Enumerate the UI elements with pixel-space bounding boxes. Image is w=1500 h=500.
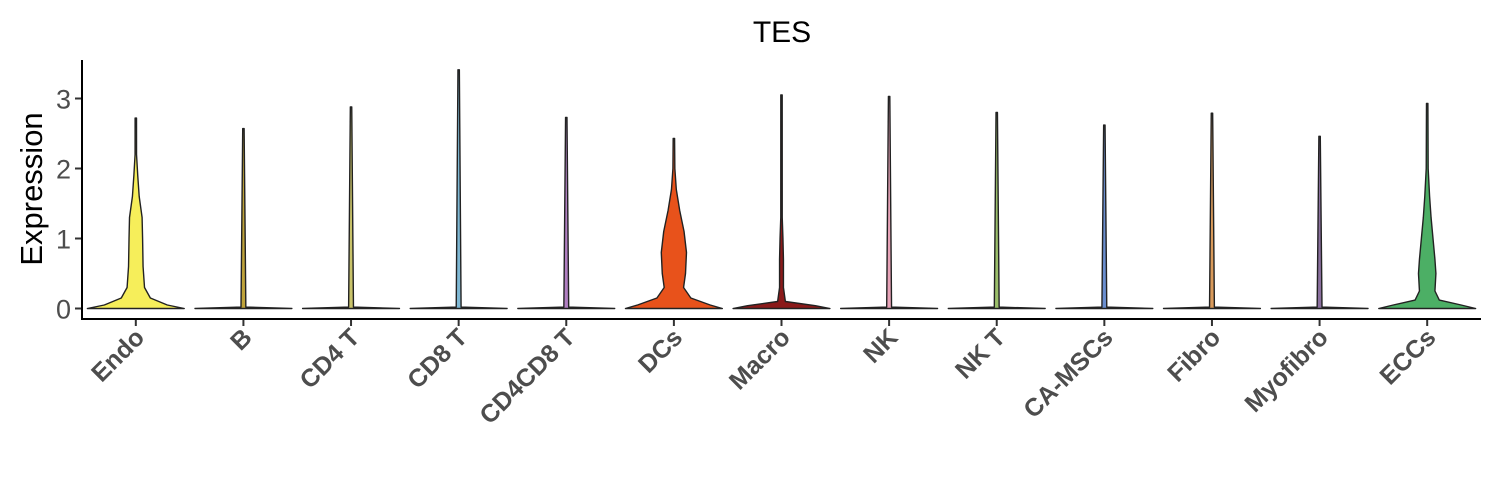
x-tick-label: Myofibro [1239,323,1333,417]
violin-dcs [624,137,724,310]
violin-nk-t [947,111,1046,310]
violin-endo [86,117,185,310]
x-tick-label: NK [858,323,903,368]
violin-cd8-t [409,69,508,310]
y-tick-label: 2 [56,155,71,185]
x-tick-label: ECCs [1374,323,1441,390]
y-tick-label: 3 [56,85,71,115]
y-axis-label: Expression [14,112,49,265]
x-tick-label: CD4 T [294,323,365,394]
x-tick-label: CD4CD8 T [474,323,580,429]
violin-nk [839,95,939,310]
violin-eccs [1378,102,1477,310]
violin-cd4cd8-t [517,116,616,310]
violins-group [86,69,1477,310]
violin-myofibro [1270,135,1369,310]
x-tick-label: DCs [633,323,688,378]
x-tick-label: CD8 T [402,323,473,394]
x-tick-label: Macro [724,323,796,395]
y-tick-label: 0 [56,295,71,325]
x-tick-label: B [225,323,258,356]
violin-ca-mscs [1055,124,1154,310]
violin-fibro [1162,112,1262,310]
violin-cd4-t [301,106,401,310]
violin-macro [732,94,831,310]
x-ticks-group: Endo B CD4 T CD8 T CD4CD8 T DCs Macro NK NK T CA-… [86,319,1441,430]
violin-b [194,127,293,310]
x-tick-label: NK T [950,323,1011,384]
chart-title: TES [753,16,811,49]
x-tick-label: Endo [86,323,150,387]
y-ticks-group: 0 1 2 3 [56,85,82,325]
y-tick-label: 1 [56,225,71,255]
x-tick-label: Fibro [1162,323,1226,387]
x-tick-label: CA-MSCs [1018,323,1118,423]
